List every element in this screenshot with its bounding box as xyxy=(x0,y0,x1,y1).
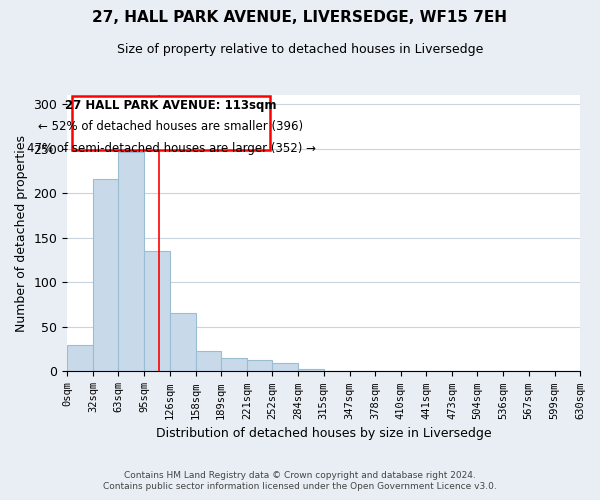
Bar xyxy=(196,351,221,372)
Bar xyxy=(298,369,323,372)
Y-axis label: Number of detached properties: Number of detached properties xyxy=(15,134,28,332)
Bar xyxy=(93,179,118,372)
Text: 27 HALL PARK AVENUE: 113sqm: 27 HALL PARK AVENUE: 113sqm xyxy=(65,99,277,112)
Text: 27, HALL PARK AVENUE, LIVERSEDGE, WF15 7EH: 27, HALL PARK AVENUE, LIVERSEDGE, WF15 7… xyxy=(92,10,508,25)
Text: Contains public sector information licensed under the Open Government Licence v3: Contains public sector information licen… xyxy=(103,482,497,491)
Text: ← 52% of detached houses are smaller (396): ← 52% of detached houses are smaller (39… xyxy=(38,120,304,133)
Bar xyxy=(170,314,196,372)
Text: Size of property relative to detached houses in Liversedge: Size of property relative to detached ho… xyxy=(117,42,483,56)
Bar xyxy=(272,364,298,372)
Bar xyxy=(247,360,272,372)
Bar xyxy=(221,358,247,372)
X-axis label: Distribution of detached houses by size in Liversedge: Distribution of detached houses by size … xyxy=(156,427,491,440)
Bar xyxy=(145,251,170,372)
Bar xyxy=(67,344,93,372)
Text: 47% of semi-detached houses are larger (352) →: 47% of semi-detached houses are larger (… xyxy=(26,142,316,155)
Bar xyxy=(118,152,145,372)
Text: Contains HM Land Registry data © Crown copyright and database right 2024.: Contains HM Land Registry data © Crown c… xyxy=(124,471,476,480)
FancyBboxPatch shape xyxy=(72,96,270,150)
